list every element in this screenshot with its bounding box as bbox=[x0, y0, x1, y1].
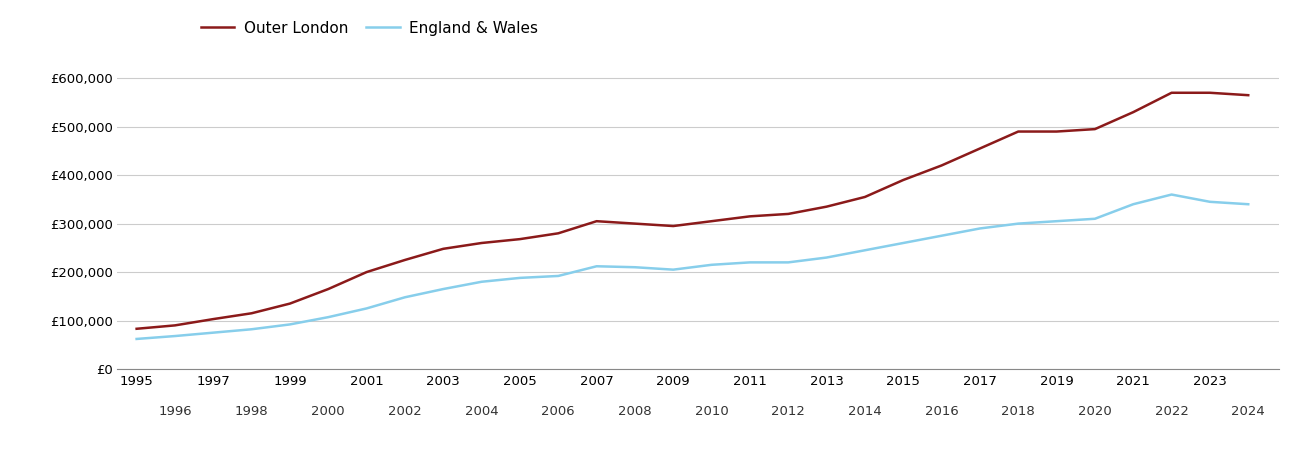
Outer London bbox=[1049, 129, 1065, 134]
England & Wales bbox=[244, 327, 260, 332]
Text: 2018: 2018 bbox=[1001, 405, 1035, 418]
England & Wales bbox=[743, 260, 758, 265]
England & Wales bbox=[818, 255, 834, 260]
England & Wales bbox=[1087, 216, 1103, 221]
Text: 2014: 2014 bbox=[848, 405, 882, 418]
Outer London bbox=[512, 236, 527, 242]
Text: 2024: 2024 bbox=[1232, 405, 1265, 418]
England & Wales bbox=[857, 248, 873, 253]
Outer London bbox=[972, 146, 988, 151]
Outer London bbox=[1164, 90, 1180, 95]
England & Wales bbox=[589, 264, 604, 269]
England & Wales bbox=[551, 273, 566, 279]
Outer London bbox=[1202, 90, 1218, 95]
England & Wales bbox=[1241, 202, 1257, 207]
England & Wales bbox=[934, 233, 950, 238]
Outer London bbox=[818, 204, 834, 209]
England & Wales bbox=[397, 295, 412, 300]
Outer London bbox=[857, 194, 873, 200]
Text: 2008: 2008 bbox=[619, 405, 651, 418]
England & Wales bbox=[282, 322, 298, 327]
Outer London bbox=[628, 221, 643, 226]
Line: Outer London: Outer London bbox=[137, 93, 1249, 329]
England & Wales bbox=[895, 240, 911, 246]
England & Wales bbox=[666, 267, 681, 272]
Outer London bbox=[1087, 126, 1103, 132]
Outer London bbox=[474, 240, 489, 246]
Text: 2010: 2010 bbox=[694, 405, 728, 418]
Outer London bbox=[282, 301, 298, 306]
Text: 2020: 2020 bbox=[1078, 405, 1112, 418]
Text: 2012: 2012 bbox=[771, 405, 805, 418]
Text: 1996: 1996 bbox=[158, 405, 192, 418]
Text: 2006: 2006 bbox=[542, 405, 576, 418]
Outer London bbox=[1010, 129, 1026, 134]
Outer London bbox=[703, 219, 719, 224]
England & Wales bbox=[321, 315, 337, 320]
Outer London bbox=[780, 211, 796, 216]
England & Wales bbox=[1049, 219, 1065, 224]
Outer London bbox=[397, 257, 412, 263]
Outer London bbox=[167, 323, 183, 328]
Text: 2002: 2002 bbox=[388, 405, 422, 418]
England & Wales bbox=[359, 306, 375, 311]
Legend: Outer London, England & Wales: Outer London, England & Wales bbox=[194, 14, 544, 41]
Text: 2016: 2016 bbox=[925, 405, 958, 418]
Outer London bbox=[743, 214, 758, 219]
Text: 2004: 2004 bbox=[465, 405, 499, 418]
Text: 1998: 1998 bbox=[235, 405, 269, 418]
Outer London bbox=[244, 310, 260, 316]
Line: England & Wales: England & Wales bbox=[137, 194, 1249, 339]
Outer London bbox=[359, 270, 375, 275]
Outer London bbox=[129, 326, 145, 332]
Outer London bbox=[666, 223, 681, 229]
England & Wales bbox=[129, 336, 145, 342]
Outer London bbox=[551, 230, 566, 236]
Outer London bbox=[589, 219, 604, 224]
England & Wales bbox=[436, 286, 452, 292]
England & Wales bbox=[512, 275, 527, 281]
Text: 2022: 2022 bbox=[1155, 405, 1189, 418]
England & Wales bbox=[167, 333, 183, 339]
England & Wales bbox=[1202, 199, 1218, 204]
Outer London bbox=[1125, 109, 1141, 115]
England & Wales bbox=[205, 330, 221, 335]
Outer London bbox=[895, 177, 911, 183]
England & Wales bbox=[780, 260, 796, 265]
Outer London bbox=[436, 246, 452, 252]
England & Wales bbox=[474, 279, 489, 284]
England & Wales bbox=[1125, 202, 1141, 207]
Outer London bbox=[321, 286, 337, 292]
England & Wales bbox=[1010, 221, 1026, 226]
England & Wales bbox=[1164, 192, 1180, 197]
Outer London bbox=[934, 163, 950, 168]
Outer London bbox=[1241, 93, 1257, 98]
England & Wales bbox=[628, 265, 643, 270]
England & Wales bbox=[703, 262, 719, 267]
Text: 2000: 2000 bbox=[312, 405, 345, 418]
England & Wales bbox=[972, 226, 988, 231]
Outer London bbox=[205, 316, 221, 322]
